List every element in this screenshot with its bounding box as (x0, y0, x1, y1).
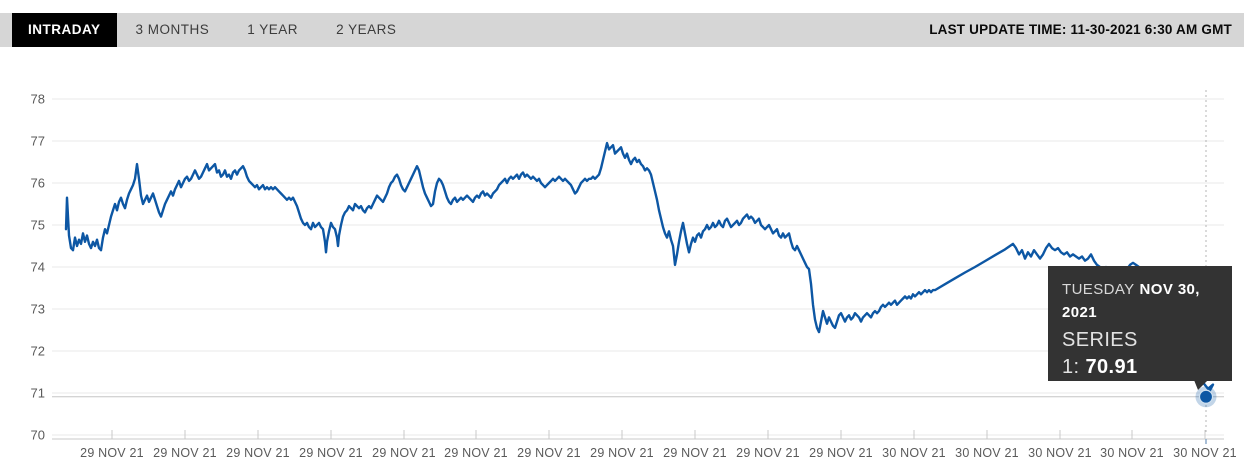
x-axis-label: 30 NOV 21 (882, 446, 946, 460)
y-axis-label: 77 (31, 134, 45, 149)
tooltip-value: 70.91 (1085, 356, 1138, 378)
x-axis-label: 30 NOV 21 (1028, 446, 1092, 460)
y-axis-label: 75 (31, 218, 45, 233)
y-axis-label: 76 (31, 176, 45, 191)
y-axis-label: 72 (31, 344, 45, 359)
x-axis-label: 29 NOV 21 (153, 446, 217, 460)
hover-crosshair (52, 90, 1224, 435)
x-axis-label: 30 NOV 21 (955, 446, 1019, 460)
x-axis-label: 29 NOV 21 (809, 446, 873, 460)
tooltip-series-row: SERIES 1: 70.91 (1062, 327, 1218, 381)
tab-1-year[interactable]: 1 YEAR (247, 22, 299, 37)
hover-marker[interactable] (1195, 386, 1217, 408)
x-axis: 29 NOV 21 29 NOV 21 29 NOV 21 29 NOV 21 29 N… (52, 430, 1237, 460)
tooltip-series-label: SERIES 1: (1062, 329, 1138, 378)
y-axis-label: 73 (31, 302, 45, 317)
y-axis-labels: 78 77 76 75 74 73 72 71 70 (31, 92, 45, 443)
tooltip-day: TUESDAY (1062, 281, 1135, 298)
last-update-time: LAST UPDATE TIME: 11-30-2021 6:30 AM GMT (929, 22, 1232, 37)
tooltip-pointer (1194, 380, 1208, 390)
tab-intraday[interactable]: INTRADAY (12, 13, 117, 47)
tooltip-date-row: TUESDAY NOV 30, 2021 (1062, 279, 1218, 324)
x-axis-label: 30 NOV 21 (1100, 446, 1164, 460)
x-axis-label: 29 NOV 21 (590, 446, 654, 460)
x-axis-label: 29 NOV 21 (80, 446, 144, 460)
x-axis-label: 29 NOV 21 (736, 446, 800, 460)
y-axis-label: 70 (31, 428, 45, 443)
x-axis-label: 29 NOV 21 (299, 446, 363, 460)
x-axis-label: 29 NOV 21 (517, 446, 581, 460)
x-axis-label: 29 NOV 21 (663, 446, 727, 460)
y-axis-label: 74 (31, 260, 45, 275)
price-line (64, 141, 1215, 398)
marker-dot[interactable] (1198, 389, 1214, 404)
y-gridlines (52, 98, 1224, 436)
tab-3-months[interactable]: 3 MONTHS (135, 22, 210, 37)
x-axis-label: 29 NOV 21 (444, 446, 508, 460)
tooltip-date: NOV 30, 2021 (1062, 281, 1200, 321)
y-axis-label: 71 (31, 386, 45, 401)
time-range-tabs: INTRADAY 3 MONTHS 1 YEAR 2 YEARS LAST UP… (0, 13, 1244, 47)
x-axis-label: 29 NOV 21 (372, 446, 436, 460)
chart-tooltip: TUESDAY NOV 30, 2021 SERIES 1: 70.91 (1048, 266, 1232, 390)
y-axis-label: 78 (31, 92, 45, 107)
x-axis-label: 29 NOV 21 (226, 446, 290, 460)
tab-2-years[interactable]: 2 YEARS (336, 22, 397, 37)
x-axis-label: 30 NOV 21 (1173, 446, 1237, 460)
